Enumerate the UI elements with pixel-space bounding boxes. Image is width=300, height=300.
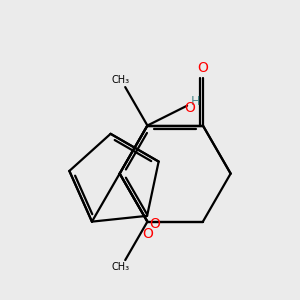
Text: CH₃: CH₃ xyxy=(111,262,129,272)
Text: O: O xyxy=(142,227,153,241)
Text: CH₃: CH₃ xyxy=(111,75,129,85)
Text: O: O xyxy=(149,217,160,231)
Text: H: H xyxy=(191,95,200,108)
Text: O: O xyxy=(197,61,208,75)
Text: O: O xyxy=(184,101,195,116)
